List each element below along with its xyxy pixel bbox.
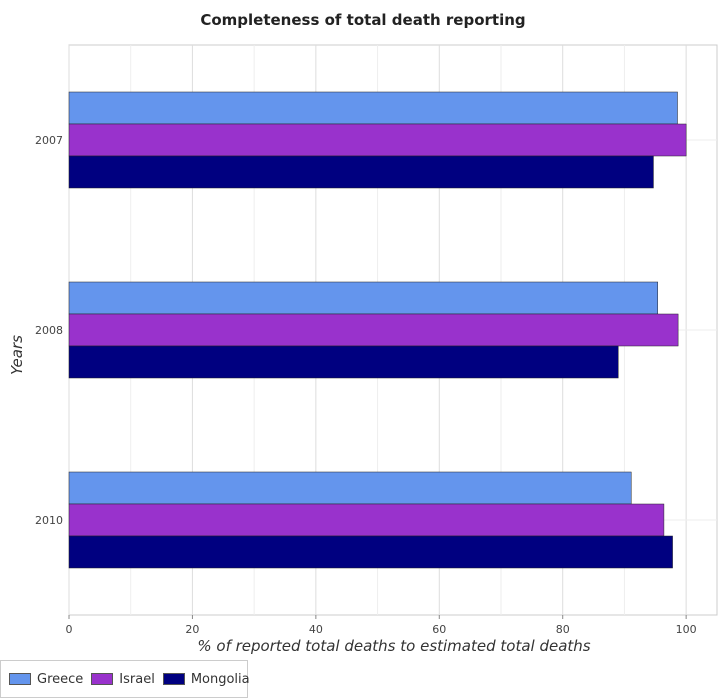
y-axis-label: Years [8, 335, 26, 375]
legend-item-greece: Greece [9, 672, 83, 687]
x-tick-label: 0 [66, 623, 73, 636]
x-axis-ticks: 0 20 40 60 80 100 [66, 615, 697, 636]
legend-label-mongolia: Mongolia [190, 671, 250, 687]
y-tick-label: 2008 [35, 324, 63, 337]
legend-item-mongolia: Mongolia [162, 671, 250, 687]
legend-label-greece: Greece [37, 671, 84, 687]
x-tick-label: 80 [556, 623, 570, 636]
bar-mongolia-2010 [68, 535, 673, 569]
x-axis-label: % of reported total deaths to estimated … [197, 637, 590, 655]
y-tick-label: 2007 [35, 134, 63, 147]
legend-swatch-mongolia [162, 673, 185, 685]
legend: Greece Israel Mongolia [0, 660, 250, 698]
legend-swatch-israel [91, 673, 114, 685]
legend-label-israel: Israel [119, 671, 155, 687]
x-tick-label: 20 [185, 623, 199, 636]
y-axis-ticks: 2007 2008 2010 [35, 134, 63, 527]
x-tick-label: 60 [432, 623, 446, 636]
legend-item-israel: Israel [91, 672, 155, 687]
bar-israel-2007 [68, 123, 687, 157]
bar-mongolia-2007 [68, 155, 654, 189]
bar-greece-2007 [68, 91, 678, 125]
bar-greece-2010 [68, 471, 632, 505]
y-tick-label: 2010 [35, 514, 63, 527]
bar-israel-2008 [68, 313, 679, 347]
bar-israel-2010 [68, 503, 665, 537]
bar-mongolia-2008 [68, 345, 619, 379]
legend-swatch-greece [9, 673, 31, 685]
chart-title: Completeness of total death reporting [200, 11, 525, 29]
x-tick-label: 40 [309, 623, 323, 636]
bars [68, 91, 687, 569]
x-tick-label: 100 [676, 623, 697, 636]
bar-greece-2008 [68, 281, 659, 315]
